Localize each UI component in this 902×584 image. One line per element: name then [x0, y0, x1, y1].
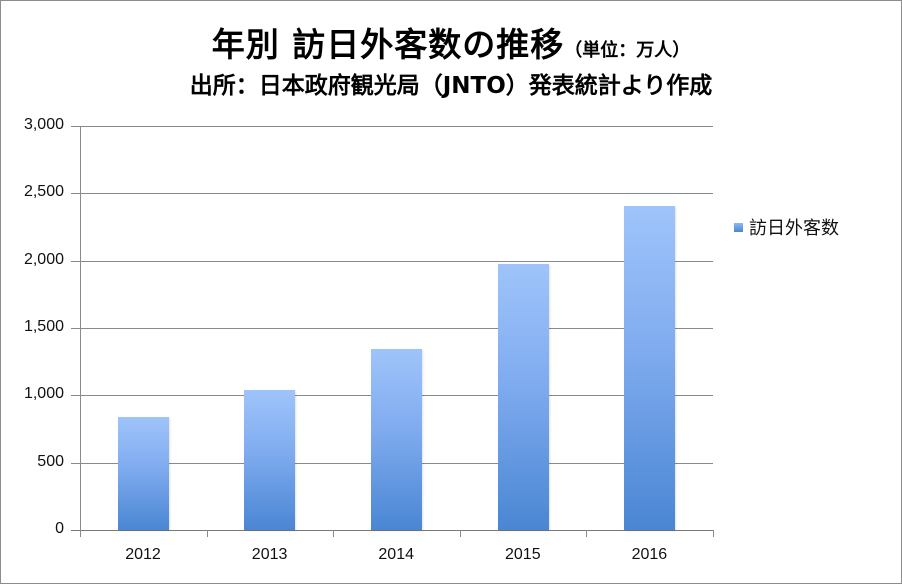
x-tick-label: 2016 [631, 546, 668, 563]
bar-2015 [497, 264, 549, 530]
x-tick [586, 530, 588, 537]
plot-area [71, 126, 714, 537]
x-tick [333, 530, 335, 537]
x-tick-label: 2013 [251, 546, 288, 563]
gridline [71, 126, 713, 127]
bar-2016 [624, 206, 676, 530]
y-tick-label: 1,500 [23, 318, 64, 335]
y-tick-label: 3,000 [23, 116, 64, 133]
x-tick [80, 530, 81, 537]
chart-title: 年別 訪日外客数の推移（単位：万人） [0, 18, 902, 66]
chart-title-text: 年別 訪日外客数の推移 [211, 25, 565, 64]
x-tick [459, 530, 461, 537]
legend-label: 訪日外客数 [749, 218, 839, 239]
legend: 訪日外客数 [734, 214, 839, 240]
x-tick [713, 530, 714, 537]
y-tick-label: 1,000 [23, 385, 64, 403]
x-tick-label: 2014 [378, 546, 414, 563]
x-tick-label: 2012 [125, 546, 161, 563]
y-tick-label: 0 [55, 520, 64, 537]
gridline [71, 260, 713, 262]
y-tick-label: 500 [37, 452, 64, 470]
bar-2013 [244, 390, 296, 530]
y-tick-label: 2,000 [23, 250, 64, 268]
bar-2012 [117, 417, 169, 530]
gridline [71, 530, 713, 531]
gridline [71, 328, 713, 329]
gridline [71, 193, 713, 195]
chart-unit: （単位：万人） [564, 40, 691, 61]
x-tick-label: 2015 [505, 546, 541, 563]
x-tick [206, 530, 208, 537]
y-tick-label: 2,500 [23, 183, 64, 201]
legend-swatch-icon [734, 222, 743, 232]
bar-2014 [371, 349, 422, 530]
chart-subtitle: 出所：日本政府観光局（JNTO）発表統計より作成 [189, 73, 713, 99]
